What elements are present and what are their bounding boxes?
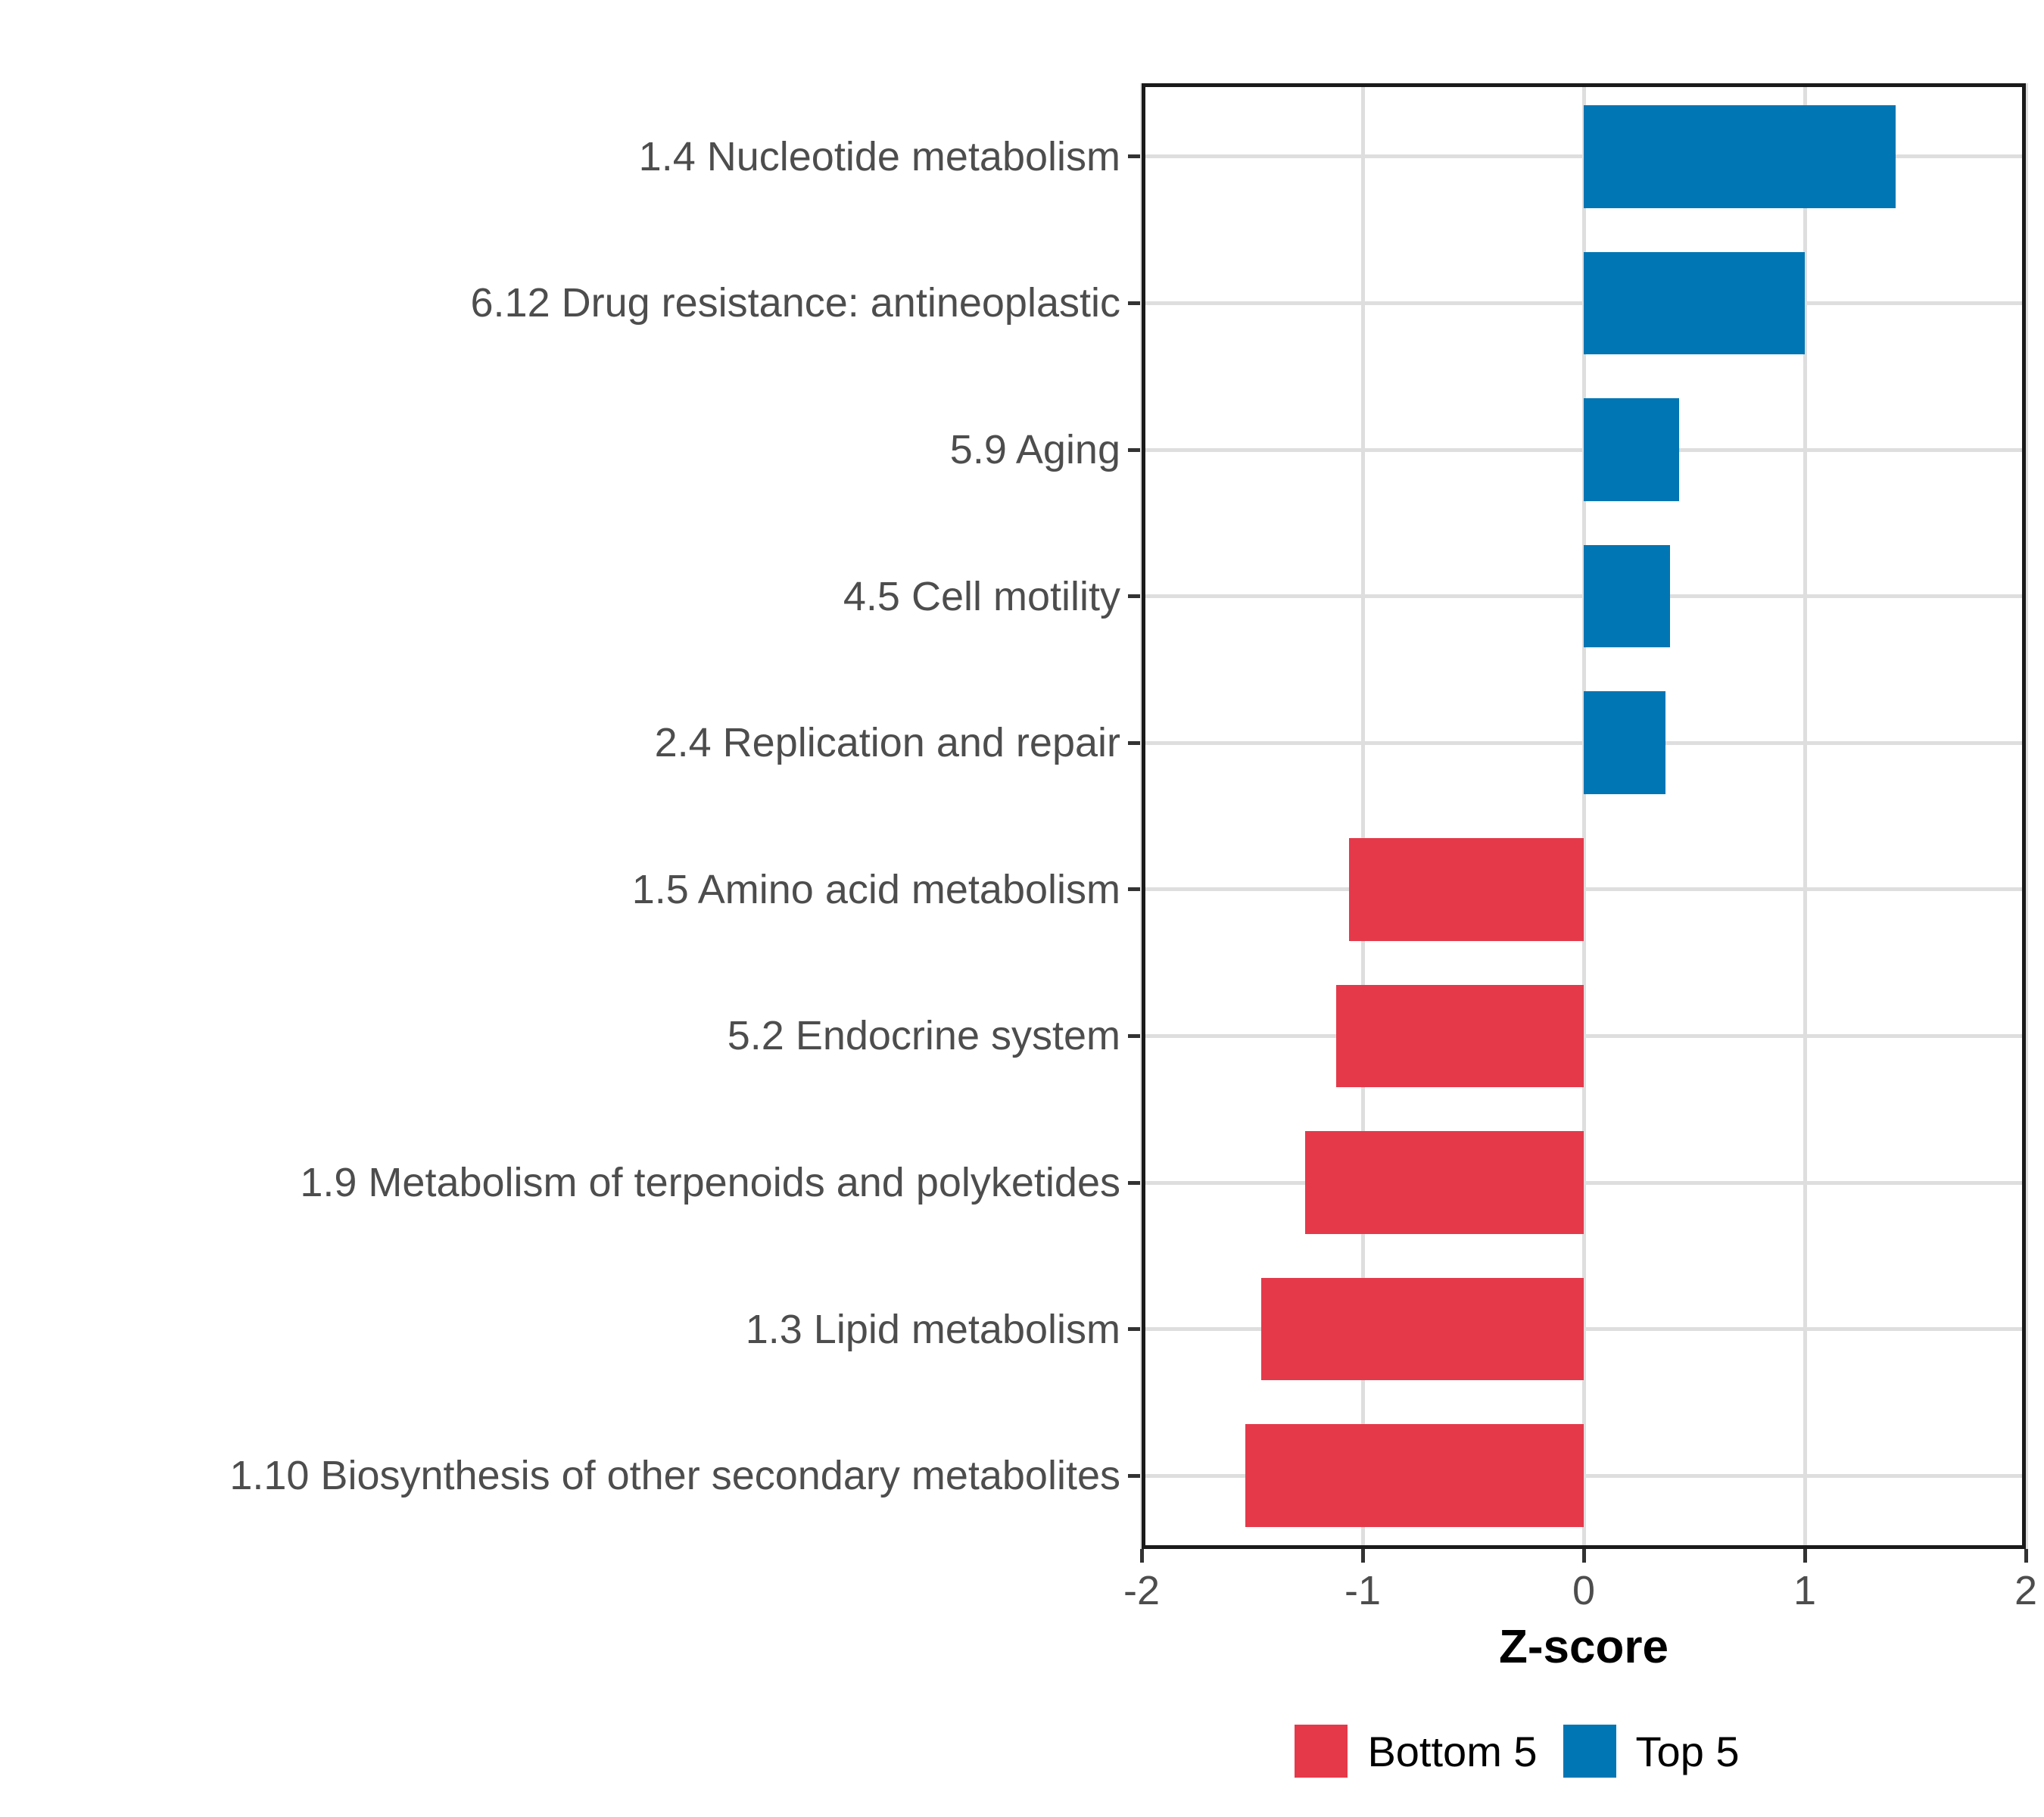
x-tick-mark xyxy=(1360,1549,1365,1563)
y-gridline xyxy=(1142,1327,2026,1332)
category-label: 6.12 Drug resistance: antineoplastic xyxy=(470,280,1121,326)
legend-color-swatch xyxy=(1295,1725,1348,1778)
bar xyxy=(1584,105,1896,208)
legend-label: Bottom 5 xyxy=(1367,1727,1538,1775)
bar xyxy=(1335,984,1584,1088)
y-tick-mark xyxy=(1128,1473,1142,1478)
y-gridline xyxy=(1142,887,2026,892)
bar xyxy=(1584,544,1670,648)
y-tick-mark xyxy=(1128,1180,1142,1185)
legend-item: Bottom 5 xyxy=(1295,1725,1538,1778)
plot-panel xyxy=(1139,83,2028,1549)
x-gridline xyxy=(1360,83,1365,1549)
x-tick-mark xyxy=(2024,1549,2028,1563)
x-tick-label: -1 xyxy=(1344,1568,1381,1613)
y-tick-mark xyxy=(1128,887,1142,892)
x-tick-mark xyxy=(1139,1549,1144,1563)
bar xyxy=(1305,1131,1584,1234)
bar xyxy=(1584,398,1679,501)
y-tick-mark xyxy=(1128,1327,1142,1332)
bar xyxy=(1260,1277,1584,1381)
x-tick-mark xyxy=(1803,1549,1807,1563)
bar xyxy=(1584,691,1666,794)
x-tick-label: 2 xyxy=(2014,1568,2038,1613)
y-tick-mark xyxy=(1128,447,1142,452)
x-gridline xyxy=(1803,83,1807,1549)
bar xyxy=(1349,838,1584,941)
y-tick-mark xyxy=(1128,301,1142,305)
x-gridline xyxy=(1581,83,1586,1549)
category-label: 4.5 Cell motility xyxy=(843,573,1120,619)
legend-color-swatch xyxy=(1563,1725,1616,1778)
y-gridline xyxy=(1142,1033,2026,1038)
legend-label: Top 5 xyxy=(1635,1727,1740,1775)
x-tick-label: -2 xyxy=(1123,1568,1160,1613)
y-tick-mark xyxy=(1128,740,1142,745)
x-gridline xyxy=(2024,83,2028,1549)
category-label: 1.3 Lipid metabolism xyxy=(745,1306,1120,1352)
y-tick-mark xyxy=(1128,1033,1142,1038)
category-label: 1.5 Amino acid metabolism xyxy=(631,866,1120,912)
category-label: 1.4 Nucleotide metabolism xyxy=(638,133,1120,179)
y-gridline xyxy=(1142,1180,2026,1185)
x-axis-title: Z-score xyxy=(1499,1621,1669,1673)
bar xyxy=(1584,251,1805,355)
y-gridline xyxy=(1142,1473,2026,1478)
x-tick-mark xyxy=(1581,1549,1586,1563)
category-label: 5.2 Endocrine system xyxy=(727,1013,1120,1059)
x-tick-label: 0 xyxy=(1572,1568,1596,1613)
x-tick-label: 1 xyxy=(1793,1568,1817,1613)
category-label: 5.9 Aging xyxy=(949,427,1120,472)
y-tick-mark xyxy=(1128,594,1142,599)
category-label: 1.10 Biosynthesis of other secondary met… xyxy=(229,1453,1120,1499)
y-tick-mark xyxy=(1128,154,1142,159)
category-label: 1.9 Metabolism of terpenoids and polyket… xyxy=(300,1160,1120,1205)
category-label: 2.4 Replication and repair xyxy=(654,720,1120,766)
legend: Bottom 5 Top 5 xyxy=(990,1725,2044,1778)
legend-item: Top 5 xyxy=(1563,1725,1740,1778)
bar xyxy=(1245,1424,1584,1527)
